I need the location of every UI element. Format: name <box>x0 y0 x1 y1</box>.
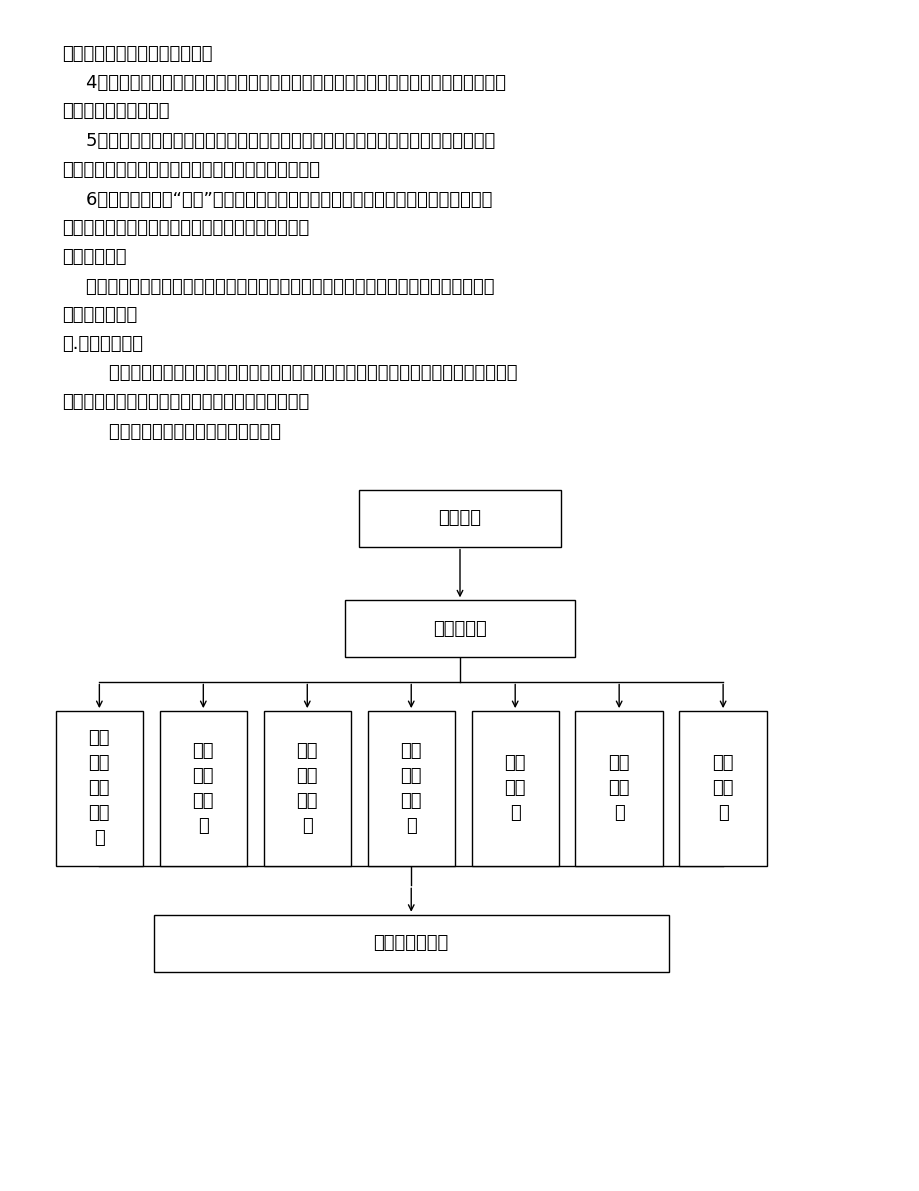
Text: 艺、新设备。发挥科技在本工程建设中的先导作用。: 艺、新设备。发挥科技在本工程建设中的先导作用。 <box>62 219 310 237</box>
Text: 测量
放样
组: 测量 放样 组 <box>607 754 630 823</box>
Text: 劳资
结算
管理
组: 劳资 结算 管理 组 <box>296 742 318 835</box>
Text: 施工队伍的优势，采取综合管理手段，做到合理调配。: 施工队伍的优势，采取综合管理手段，做到合理调配。 <box>62 161 320 179</box>
Text: 本工程实行项目经理负责制。项目部由项目经理、项目技术负责人、施工员、质量员、: 本工程实行项目经理负责制。项目部由项目经理、项目技术负责人、施工员、质量员、 <box>62 364 516 382</box>
FancyBboxPatch shape <box>264 711 351 866</box>
Text: 密切配合，严格管理。: 密切配合，严格管理。 <box>62 102 170 120</box>
Text: 技术
质量
管理
组: 技术 质量 管理 组 <box>192 742 214 835</box>
Text: 安全
生产
文明
施工
组: 安全 生产 文明 施工 组 <box>88 729 110 848</box>
Text: 各专业施工队伍: 各专业施工队伍 <box>373 934 448 953</box>
Text: 试验
检测
组: 试验 检测 组 <box>504 754 526 823</box>
FancyBboxPatch shape <box>575 711 662 866</box>
Text: 项目经理: 项目经理 <box>438 509 481 528</box>
Text: 本工程的施工组织机构如框图所示。: 本工程的施工组织机构如框图所示。 <box>62 423 280 441</box>
Text: 6、坚持推广应用“四新”成果的原则。在施工中积极推广应用新技术、新材料、新工: 6、坚持推广应用“四新”成果的原则。在施工中积极推广应用新技术、新材料、新工 <box>62 191 492 208</box>
FancyBboxPatch shape <box>160 711 246 866</box>
Text: 与工程量清单。: 与工程量清单。 <box>62 306 138 324</box>
Text: 技术负责人: 技术负责人 <box>433 619 486 638</box>
FancyBboxPatch shape <box>471 711 559 866</box>
FancyBboxPatch shape <box>345 600 574 657</box>
Text: 安全员、机械员、造价员、材料员、试验员等组成。: 安全员、机械员、造价员、材料员、试验员等组成。 <box>62 393 310 411</box>
Text: 材料
计划
组: 材料 计划 组 <box>711 754 733 823</box>
FancyBboxPatch shape <box>55 711 143 866</box>
Text: 本施工组织设计编制范围为北校区学生食堂屋面防水翻修工程，具体内容详见施工图纸: 本施工组织设计编制范围为北校区学生食堂屋面防水翻修工程，具体内容详见施工图纸 <box>62 278 494 295</box>
Text: 4、加强施工全过程严格管理的原则。在各道工序施工中，严格执行监理工程师的指令，: 4、加强施工全过程严格管理的原则。在各道工序施工中，严格执行监理工程师的指令， <box>62 74 505 92</box>
Text: 五.项目管理机构: 五.项目管理机构 <box>62 335 143 353</box>
Text: 设备
机械
管理
组: 设备 机械 管理 组 <box>400 742 422 835</box>
Text: 保期、保安全地完成施工任务。: 保期、保安全地完成施工任务。 <box>62 45 213 63</box>
FancyBboxPatch shape <box>358 490 561 547</box>
FancyBboxPatch shape <box>368 711 455 866</box>
FancyBboxPatch shape <box>679 711 766 866</box>
Text: 四、编制范围: 四、编制范围 <box>62 248 127 266</box>
FancyBboxPatch shape <box>153 915 668 972</box>
Text: 5、加强专业化作业和综合管理的原则。在施工组织方面充分发挥专业管理人员和专业: 5、加强专业化作业和综合管理的原则。在施工组织方面充分发挥专业管理人员和专业 <box>62 132 494 150</box>
